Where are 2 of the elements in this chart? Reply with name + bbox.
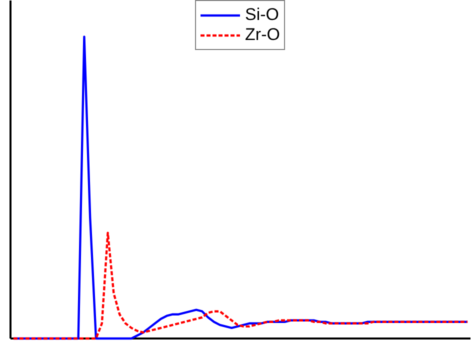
- legend-label: Zr-O: [245, 25, 280, 45]
- legend-label: Si-O: [245, 5, 280, 25]
